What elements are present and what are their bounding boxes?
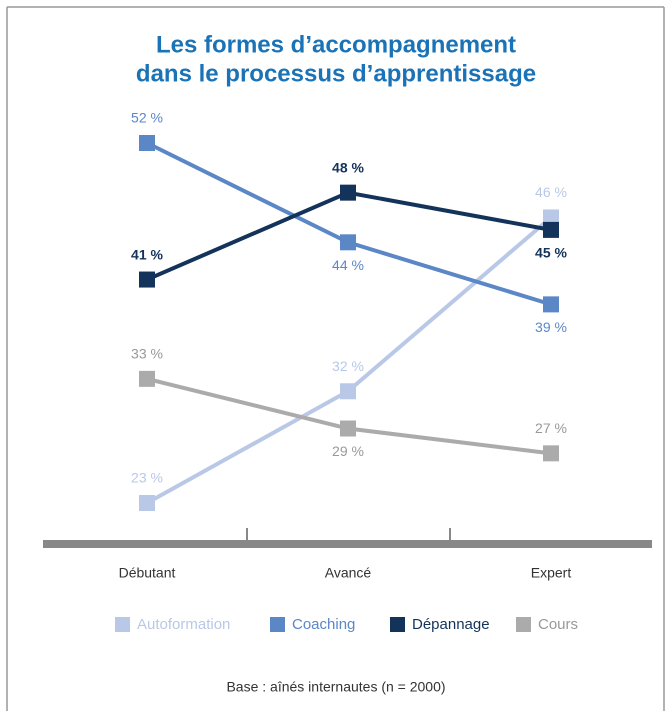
footnote: Base : aînés internautes (n = 2000) — [226, 679, 445, 695]
data-label: 48 % — [332, 159, 364, 175]
legend-swatch — [516, 617, 531, 632]
legend-swatch — [115, 617, 130, 632]
x-tick-label: Expert — [531, 565, 572, 581]
marker — [139, 370, 155, 387]
data-label: 32 % — [332, 358, 364, 374]
legend-label: Dépannage — [412, 616, 490, 633]
data-label: 23 % — [131, 470, 163, 486]
marker — [139, 271, 155, 288]
chart-title: Les formes d’accompagnement — [156, 31, 516, 58]
data-label: 29 % — [332, 443, 364, 459]
data-label: 41 % — [131, 246, 163, 262]
data-label: 33 % — [131, 346, 163, 362]
marker — [340, 234, 356, 251]
marker — [340, 383, 356, 400]
legend-label: Cours — [538, 616, 578, 633]
marker — [543, 296, 559, 313]
legend-swatch — [270, 617, 285, 632]
marker — [340, 184, 356, 201]
data-label: 27 % — [535, 420, 567, 436]
marker — [543, 221, 559, 238]
data-label: 39 % — [535, 319, 567, 335]
data-label: 45 % — [535, 245, 567, 261]
legend-label: Coaching — [292, 616, 355, 633]
x-tick-label: Avancé — [325, 565, 372, 581]
legend-label: Autoformation — [137, 616, 230, 633]
data-label: 44 % — [332, 257, 364, 273]
legend-swatch — [390, 617, 405, 632]
marker — [543, 445, 559, 462]
marker — [543, 209, 559, 226]
marker — [340, 420, 356, 437]
marker — [139, 135, 155, 151]
data-label: 46 % — [535, 184, 567, 200]
data-label: 52 % — [131, 110, 163, 126]
marker — [139, 495, 155, 511]
chart-title: dans le processus d’apprentissage — [136, 60, 536, 87]
x-tick-label: Débutant — [119, 565, 176, 581]
x-axis — [43, 540, 652, 548]
